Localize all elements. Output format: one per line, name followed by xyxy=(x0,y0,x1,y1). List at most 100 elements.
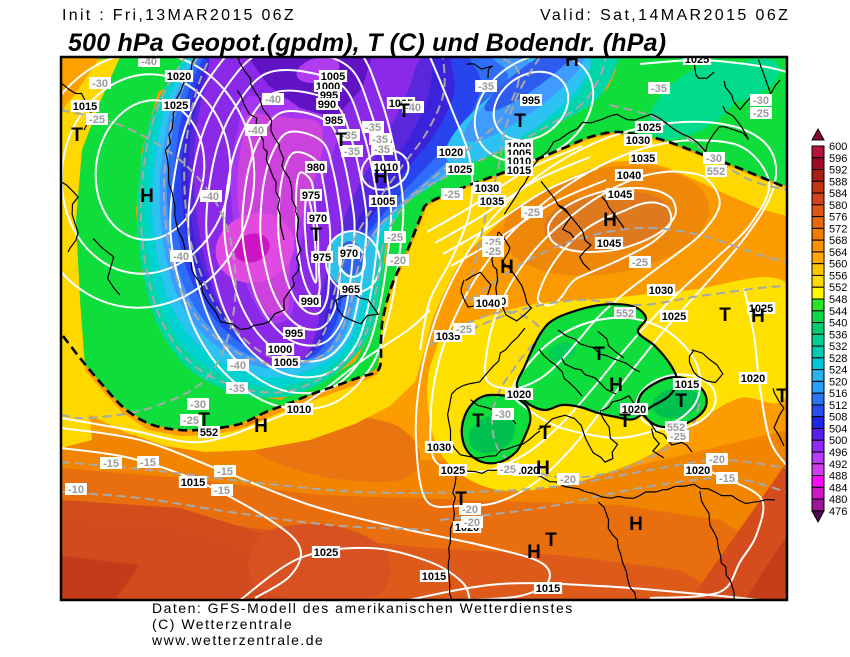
svg-text:-20: -20 xyxy=(464,517,480,529)
svg-text:-25: -25 xyxy=(632,257,648,269)
svg-text:T: T xyxy=(675,391,687,412)
svg-text:568: 568 xyxy=(829,235,847,247)
svg-text:-20: -20 xyxy=(560,474,576,486)
svg-text:512: 512 xyxy=(829,400,847,412)
svg-text:-20: -20 xyxy=(709,454,725,466)
svg-text:T: T xyxy=(71,125,83,146)
svg-text:480: 480 xyxy=(829,494,847,506)
svg-text:Valid: Sat,14MAR2015 06Z: Valid: Sat,14MAR2015 06Z xyxy=(540,7,790,24)
svg-text:556: 556 xyxy=(829,271,847,283)
svg-text:-40: -40 xyxy=(203,191,219,203)
svg-text:975: 975 xyxy=(302,190,320,202)
svg-text:1025: 1025 xyxy=(448,164,472,176)
svg-text:504: 504 xyxy=(829,424,847,436)
svg-text:524: 524 xyxy=(829,365,847,377)
svg-text:532: 532 xyxy=(829,341,847,353)
svg-text:1015: 1015 xyxy=(675,379,699,391)
svg-text:-25: -25 xyxy=(183,415,199,427)
svg-text:T: T xyxy=(719,305,731,326)
svg-text:540: 540 xyxy=(829,318,847,330)
svg-text:T: T xyxy=(539,423,551,444)
svg-text:1020: 1020 xyxy=(741,373,765,385)
svg-text:572: 572 xyxy=(829,223,847,235)
svg-text:-25: -25 xyxy=(456,324,472,336)
svg-text:T: T xyxy=(455,489,467,510)
svg-text:980: 980 xyxy=(307,162,325,174)
svg-text:985: 985 xyxy=(325,115,343,127)
svg-text:1015: 1015 xyxy=(422,571,446,583)
svg-text:970: 970 xyxy=(340,248,358,260)
svg-text:564: 564 xyxy=(829,247,847,259)
svg-text:H: H xyxy=(609,375,623,396)
svg-text:-35: -35 xyxy=(341,130,357,142)
svg-text:496: 496 xyxy=(829,447,847,459)
svg-text:H: H xyxy=(751,306,765,327)
svg-text:H: H xyxy=(565,50,579,71)
svg-text:-20: -20 xyxy=(462,504,478,516)
svg-text:1015: 1015 xyxy=(73,101,97,113)
svg-text:1025: 1025 xyxy=(662,311,686,323)
svg-text:500 hPa Geopot.(gpdm), T (C) u: 500 hPa Geopot.(gpdm), T (C) und Bodendr… xyxy=(68,29,666,57)
svg-text:-15: -15 xyxy=(217,466,233,478)
svg-text:1020: 1020 xyxy=(507,389,531,401)
svg-text:596: 596 xyxy=(829,153,847,165)
svg-text:-25: -25 xyxy=(524,207,540,219)
svg-text:-30: -30 xyxy=(92,78,108,90)
svg-text:600: 600 xyxy=(829,141,847,153)
svg-text:1000: 1000 xyxy=(268,344,292,356)
svg-text:1040: 1040 xyxy=(617,170,641,182)
svg-text:995: 995 xyxy=(522,95,540,107)
svg-text:-30: -30 xyxy=(190,399,206,411)
svg-text:-25: -25 xyxy=(444,189,460,201)
svg-text:T: T xyxy=(593,344,605,365)
svg-text:500: 500 xyxy=(829,435,847,447)
svg-text:-35: -35 xyxy=(344,146,360,158)
svg-text:H: H xyxy=(374,167,388,188)
svg-text:1030: 1030 xyxy=(427,442,451,454)
svg-text:-35: -35 xyxy=(374,144,390,156)
svg-text:-25: -25 xyxy=(387,232,403,244)
svg-text:1030: 1030 xyxy=(649,285,673,297)
svg-text:1025: 1025 xyxy=(164,100,188,112)
svg-text:-35: -35 xyxy=(365,122,381,134)
svg-text:488: 488 xyxy=(829,471,847,483)
svg-text:-15: -15 xyxy=(719,473,735,485)
svg-text:508: 508 xyxy=(829,412,847,424)
svg-text:T: T xyxy=(514,111,526,132)
svg-text:-25: -25 xyxy=(753,108,769,120)
svg-text:1035: 1035 xyxy=(631,153,655,165)
svg-text:1020: 1020 xyxy=(167,71,191,83)
svg-text:965: 965 xyxy=(342,284,360,296)
svg-text:592: 592 xyxy=(829,165,847,177)
svg-text:(C) Wetterzentrale: (C) Wetterzentrale xyxy=(152,616,293,632)
svg-text:H: H xyxy=(536,458,550,479)
svg-text:990: 990 xyxy=(301,296,319,308)
svg-text:-40: -40 xyxy=(405,102,421,114)
svg-text:1025: 1025 xyxy=(637,122,661,134)
svg-text:1030: 1030 xyxy=(475,183,499,195)
svg-text:975: 975 xyxy=(313,252,331,264)
svg-text:1015: 1015 xyxy=(507,165,531,177)
svg-text:1045: 1045 xyxy=(597,238,621,250)
svg-text:1030: 1030 xyxy=(626,135,650,147)
svg-text:H: H xyxy=(629,514,643,535)
svg-text:-40: -40 xyxy=(230,360,246,372)
svg-text:-15: -15 xyxy=(140,457,156,469)
svg-text:1015: 1015 xyxy=(181,477,205,489)
svg-text:1010: 1010 xyxy=(287,404,311,416)
svg-text:-30: -30 xyxy=(706,153,722,165)
svg-text:1025: 1025 xyxy=(314,547,338,559)
svg-text:588: 588 xyxy=(829,176,847,188)
svg-text:H: H xyxy=(527,542,541,563)
svg-text:T: T xyxy=(335,130,347,151)
svg-text:-10: -10 xyxy=(68,484,84,496)
svg-text:H: H xyxy=(603,210,617,231)
svg-text:520: 520 xyxy=(829,376,847,388)
svg-text:T: T xyxy=(198,410,210,431)
svg-text:990: 990 xyxy=(318,99,336,111)
svg-text:-35: -35 xyxy=(651,83,667,95)
svg-text:-25: -25 xyxy=(500,464,516,476)
svg-text:1015: 1015 xyxy=(536,583,560,595)
svg-text:492: 492 xyxy=(829,459,847,471)
svg-text:516: 516 xyxy=(829,388,847,400)
